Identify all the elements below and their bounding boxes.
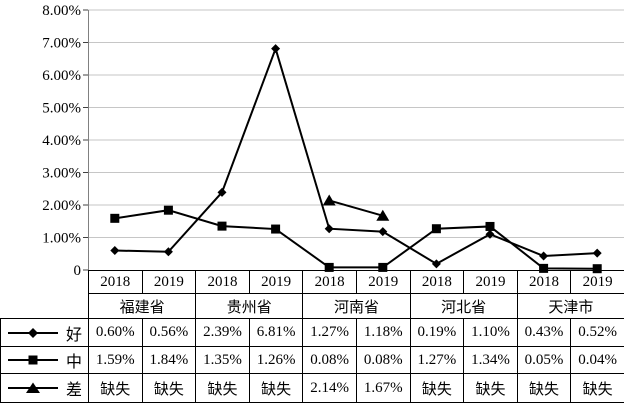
diamond-marker-icon	[217, 187, 227, 197]
value-cell: 1.27%	[409, 346, 465, 374]
y-axis-label: 7.00%	[42, 36, 81, 52]
y-axis-label: 6.00%	[42, 68, 81, 84]
value-cell: 1.18%	[355, 318, 411, 347]
province-cell: 福建省	[87, 293, 197, 319]
diamond-legend-icon	[7, 327, 58, 338]
year-cell: 2019	[463, 270, 518, 294]
y-axis-label: 4.00%	[42, 133, 81, 149]
year-cell: 2019	[248, 270, 304, 294]
legend-cell-poor: 差	[0, 373, 89, 403]
year-cell: 2019	[355, 270, 411, 294]
series-line-triangle	[328, 199, 384, 217]
y-axis-label: 8.00%	[42, 3, 81, 19]
diamond-marker-icon	[485, 229, 495, 239]
value-cell: 1.59%	[88, 346, 143, 374]
value-cell: 1.26%	[248, 346, 304, 374]
series-label-mid: 中	[65, 354, 82, 371]
value-cell: 1.10%	[463, 318, 518, 347]
value-cell: 0.08%	[302, 346, 357, 374]
year-cell: 2018	[516, 270, 572, 294]
year-cell: 2018	[302, 270, 357, 294]
value-cell: 0.56%	[141, 318, 197, 347]
series-line-square	[114, 209, 598, 270]
province-cell: 贵州省	[195, 293, 304, 319]
year-cell: 2018	[195, 270, 250, 294]
value-cell: 0.19%	[409, 318, 465, 347]
value-cell: 1.84%	[141, 346, 197, 374]
square-marker-icon	[431, 224, 441, 234]
triangle-marker-icon	[322, 194, 336, 206]
data-table: 2018 2019 2018 2019 2018 2019 2018 2019 …	[0, 270, 624, 403]
square-marker-icon	[217, 221, 227, 231]
diamond-marker-icon	[110, 246, 120, 255]
diamond-marker-icon	[592, 248, 602, 258]
value-cell: 2.39%	[195, 318, 250, 347]
value-cell: 缺失	[248, 373, 304, 403]
value-cell: 0.04%	[570, 346, 624, 374]
diamond-marker-icon	[163, 247, 173, 257]
square-marker-icon	[163, 205, 173, 215]
province-cell: 河北省	[409, 293, 518, 319]
series-label-poor: 差	[65, 382, 82, 399]
value-cell: 2.14%	[302, 373, 357, 403]
series-line-diamond	[114, 45, 598, 265]
value-cell: 1.34%	[463, 346, 518, 374]
value-cell: 缺失	[195, 373, 250, 403]
province-header-row: 福建省 贵州省 河南省 河北省 天津市	[1, 293, 624, 319]
value-cell: 缺失	[409, 373, 465, 403]
value-cell: 0.05%	[516, 346, 572, 374]
value-cell: 1.27%	[302, 318, 357, 347]
diamond-marker-icon	[539, 251, 549, 261]
y-axis-label: 1.00%	[42, 231, 81, 247]
series-row-good: 好 0.60% 0.56% 2.39% 6.81% 1.27% 1.18% 0.…	[0, 318, 624, 347]
year-cell: 2019	[141, 270, 197, 294]
series-row-poor: 差 缺失 缺失 缺失 缺失 2.14% 1.67% 缺失 缺失 缺失 缺失	[0, 373, 624, 403]
table-corner-spacer	[1, 271, 89, 294]
value-cell: 1.67%	[355, 373, 411, 403]
y-axis-label: 5.00%	[42, 101, 81, 117]
value-cell: 1.35%	[195, 346, 250, 374]
value-cell: 6.81%	[248, 318, 304, 347]
y-axis-label: 2.00%	[42, 198, 81, 214]
series-label-good: 好	[65, 326, 82, 344]
square-legend-icon	[7, 355, 58, 365]
y-axis-label: 3.00%	[42, 166, 81, 182]
value-cell: 0.08%	[355, 346, 411, 374]
series-row-mid: 中 1.59% 1.84% 1.35% 1.26% 0.08% 0.08% 1.…	[0, 346, 624, 374]
triangle-legend-icon	[7, 382, 58, 393]
table-corner-spacer	[1, 294, 89, 319]
year-cell: 2019	[570, 270, 624, 294]
province-cell: 河南省	[302, 293, 411, 319]
value-cell: 缺失	[516, 373, 572, 403]
square-marker-icon	[271, 224, 281, 234]
diamond-marker-icon	[431, 259, 441, 269]
year-header-row: 2018 2019 2018 2019 2018 2019 2018 2019 …	[1, 270, 624, 294]
diamond-marker-icon	[378, 227, 388, 237]
square-marker-icon	[110, 213, 120, 223]
value-cell: 缺失	[141, 373, 197, 403]
triangle-marker-icon	[376, 209, 390, 221]
legend-cell-mid: 中	[0, 346, 89, 374]
value-cell: 缺失	[570, 373, 624, 403]
value-cell: 0.43%	[516, 318, 572, 347]
diamond-marker-icon	[324, 224, 334, 234]
value-cell: 0.60%	[88, 318, 143, 347]
value-cell: 0.52%	[570, 318, 624, 347]
value-cell: 缺失	[88, 373, 143, 403]
diamond-marker-icon	[271, 44, 281, 54]
value-cell: 缺失	[463, 373, 518, 403]
province-cell: 天津市	[516, 293, 624, 319]
year-cell: 2018	[409, 270, 465, 294]
year-cell: 2018	[88, 270, 143, 294]
legend-cell-good: 好	[0, 318, 89, 347]
square-marker-icon	[485, 221, 495, 231]
